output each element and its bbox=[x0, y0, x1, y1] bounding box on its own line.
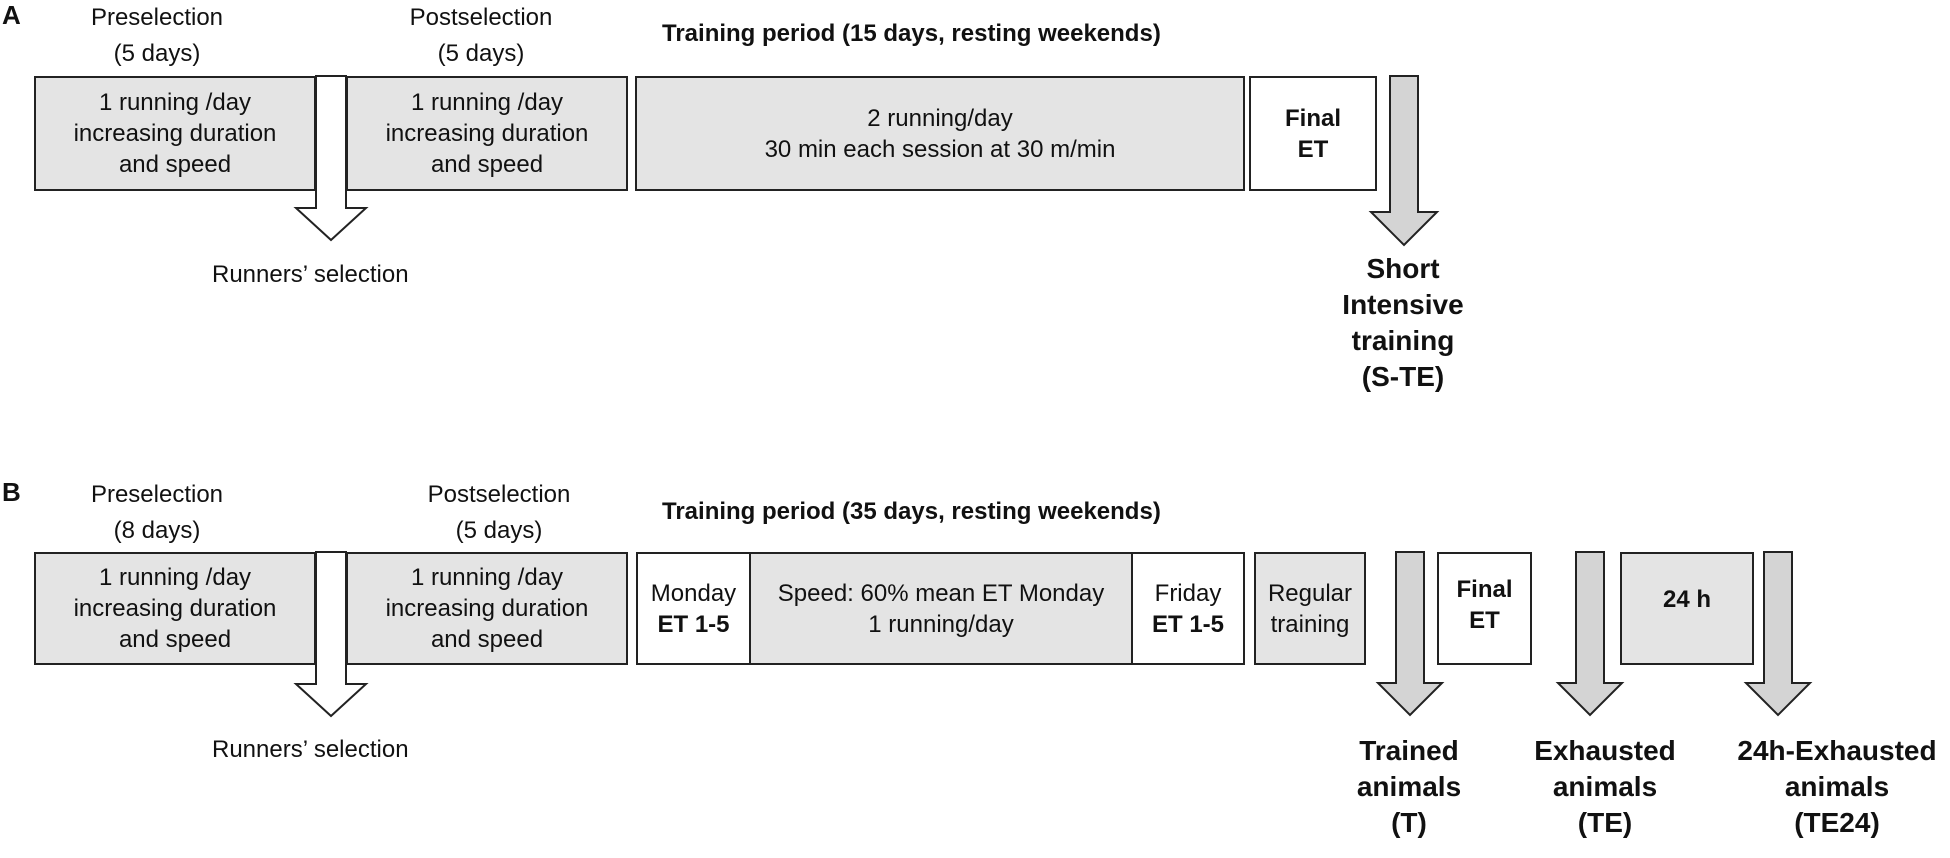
panel-a-label: A bbox=[2, 0, 21, 30]
box-line: Final bbox=[1284, 104, 1341, 132]
box-line: increasing duration bbox=[385, 595, 589, 622]
panel-a-preselection-heading: Preselection (5 days) bbox=[32, 0, 282, 72]
box-line: 1 running /day bbox=[410, 89, 564, 116]
box-line: increasing duration bbox=[73, 595, 277, 622]
panel-a-preselection-title: Preselection bbox=[90, 4, 224, 31]
box-line: and speed bbox=[118, 151, 232, 178]
box-line: Final bbox=[1456, 576, 1513, 603]
panel-b-regular-training-box: Regular training bbox=[1254, 552, 1366, 665]
panel-a-runners-selection-label: Runners’ selection bbox=[212, 261, 409, 288]
outcome-line: animals bbox=[1356, 771, 1462, 802]
outcome-line: Intensive bbox=[1342, 289, 1464, 320]
box-line: increasing duration bbox=[73, 120, 277, 147]
box-line: Speed: 60% mean ET Monday bbox=[777, 580, 1105, 607]
panel-b-postselection-days: (5 days) bbox=[455, 517, 543, 544]
panel-b-preselection-box: 1 running /day increasing duration and s… bbox=[34, 552, 316, 665]
panel-b-preselection-days: (8 days) bbox=[113, 517, 201, 544]
panel-b-exhausted-arrow bbox=[1555, 551, 1625, 717]
outcome-line: Exhausted bbox=[1534, 735, 1676, 766]
outcome-line: animals bbox=[1552, 771, 1658, 802]
box-line: 1 running /day bbox=[98, 89, 252, 116]
panel-b-postselection-box: 1 running /day increasing duration and s… bbox=[346, 552, 628, 665]
panel-b-24h-exhausted-arrow bbox=[1743, 551, 1813, 717]
box-line: ET 1-5 bbox=[1151, 610, 1225, 638]
panel-a-outcome-label: Short Intensive training (S-TE) bbox=[1318, 251, 1488, 395]
outcome-line: animals bbox=[1784, 771, 1890, 802]
outcome-line: training bbox=[1351, 325, 1455, 356]
panel-b-monday-box: Monday ET 1-5 bbox=[636, 552, 751, 665]
box-line: and speed bbox=[430, 626, 544, 653]
panel-b-runners-selection-label: Runners’ selection bbox=[212, 736, 409, 763]
panel-a-postselection-box: 1 running /day increasing duration and s… bbox=[346, 76, 628, 191]
box-line: ET bbox=[1469, 607, 1500, 634]
box-line: ET 1-5 bbox=[657, 610, 730, 638]
panel-b-postselection-heading: Postselection (5 days) bbox=[374, 477, 624, 549]
box-line: 1 running /day bbox=[410, 564, 564, 591]
panel-b-final-et-box: Final ET bbox=[1437, 552, 1532, 665]
outcome-line: (S-TE) bbox=[1361, 361, 1445, 392]
outcome-line: Short bbox=[1366, 253, 1440, 284]
box-line: Friday bbox=[1154, 579, 1222, 607]
panel-b-speed-box: Speed: 60% mean ET Monday 1 running/day bbox=[749, 552, 1133, 665]
box-line: 1 running /day bbox=[98, 564, 252, 591]
outcome-line: 24h-Exhausted bbox=[1737, 735, 1937, 766]
panel-b-trained-animals-label: Trained animals (T) bbox=[1334, 733, 1484, 841]
panel-b-preselection-heading: Preselection (8 days) bbox=[32, 477, 282, 549]
outcome-line: (TE) bbox=[1577, 807, 1633, 838]
panel-a-postselection-heading: Postselection (5 days) bbox=[356, 0, 606, 72]
box-line: 30 min each session at 30 m/min bbox=[764, 135, 1116, 163]
panel-a-preselection-days: (5 days) bbox=[113, 40, 201, 67]
panel-a-postselection-title: Postselection bbox=[409, 4, 553, 31]
outcome-line: (TE24) bbox=[1794, 807, 1880, 838]
panel-a-training-box: 2 running/day 30 min each session at 30 … bbox=[635, 76, 1245, 191]
box-line: increasing duration bbox=[385, 120, 589, 147]
outcome-line: (T) bbox=[1391, 807, 1427, 838]
outcome-line: Trained bbox=[1359, 735, 1459, 766]
panel-b-exhausted-animals-label: Exhausted animals (TE) bbox=[1510, 733, 1700, 841]
box-line: 2 running/day bbox=[867, 104, 1013, 132]
box-line: ET bbox=[1297, 135, 1329, 163]
box-line: training bbox=[1270, 610, 1350, 638]
panel-b-label: B bbox=[2, 477, 21, 507]
box-line: Monday bbox=[650, 579, 737, 607]
panel-a-outcome-arrow bbox=[1368, 75, 1440, 247]
panel-b-friday-box: Friday ET 1-5 bbox=[1131, 552, 1245, 665]
box-line: and speed bbox=[118, 626, 232, 653]
panel-a-postselection-days: (5 days) bbox=[437, 40, 525, 67]
panel-b-training-title: Training period (35 days, resting weeken… bbox=[662, 498, 1161, 525]
panel-b-24h-box: 24 h bbox=[1620, 552, 1754, 665]
panel-a-preselection-box: 1 running /day increasing duration and s… bbox=[34, 76, 316, 191]
panel-a-training-title: Training period (15 days, resting weeken… bbox=[662, 20, 1161, 47]
panel-b-postselection-title: Postselection bbox=[427, 481, 571, 508]
box-line: Regular bbox=[1267, 579, 1353, 607]
panel-b-24h-exhausted-animals-label: 24h-Exhausted animals (TE24) bbox=[1726, 733, 1948, 841]
box-line: 24 h bbox=[1662, 586, 1712, 613]
panel-b-trained-arrow bbox=[1375, 551, 1445, 717]
panel-b-preselection-title: Preselection bbox=[90, 481, 224, 508]
box-line: and speed bbox=[430, 151, 544, 178]
box-line: 1 running/day bbox=[868, 611, 1014, 638]
panel-a-final-et-box: Final ET bbox=[1249, 76, 1377, 191]
